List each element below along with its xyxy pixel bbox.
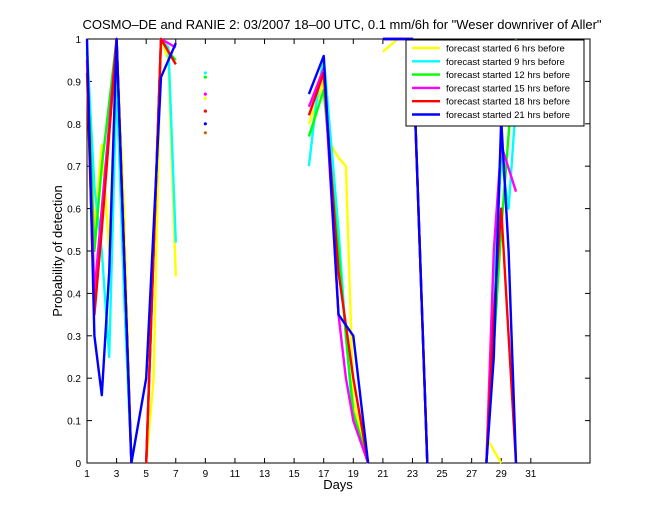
x-tick-label: 13	[259, 469, 271, 480]
series-line-4-segment-5	[485, 143, 518, 464]
legend-label: forecast started 9 hrs before	[446, 57, 565, 68]
y-tick-label: 0.9	[67, 77, 81, 88]
series-line-5-segment-3	[307, 71, 370, 464]
series-marker-6	[203, 122, 207, 126]
legend-label: forecast started 15 hrs before	[446, 83, 570, 94]
series-line-6-segment-2	[130, 42, 177, 464]
x-tick-label: 1	[84, 469, 90, 480]
series-line-2-segment-1	[85, 47, 133, 464]
series-line-4-segment-3	[307, 67, 370, 464]
x-tick-label: 15	[289, 469, 301, 480]
legend-label: forecast started 6 hrs before	[446, 44, 565, 55]
x-tick-label: 25	[436, 469, 448, 480]
legend-box	[405, 39, 585, 127]
series-lines	[85, 37, 518, 464]
x-tick-label: 9	[203, 469, 209, 480]
x-tick-label: 23	[407, 469, 419, 480]
x-tick-label: 19	[348, 469, 360, 480]
series-marker-3	[203, 75, 207, 79]
series-line-6-segment-1	[85, 37, 133, 464]
x-tick-label: 21	[377, 469, 389, 480]
series-line-6-segment-4	[382, 37, 429, 464]
x-axis-label: Days	[323, 477, 353, 492]
series-marker-5	[203, 109, 207, 113]
legend-label: forecast started 21 hrs before	[446, 110, 570, 121]
y-tick-label: 0.8	[67, 120, 81, 131]
x-tick-label: 7	[173, 469, 179, 480]
legend-label: forecast started 18 hrs before	[446, 97, 570, 108]
y-tick-label: 0.4	[67, 289, 81, 300]
x-tick-label: 5	[143, 469, 149, 480]
y-tick-label: 1	[75, 35, 81, 46]
legend: forecast started 6 hrs before forecast st…	[405, 39, 585, 127]
y-tick-label: 0.1	[67, 417, 81, 428]
x-tick-label: 3	[114, 469, 120, 480]
y-tick-label: 0.2	[67, 374, 81, 385]
series-line-6-segment-3	[307, 54, 370, 464]
x-tick-label: 29	[496, 469, 508, 480]
chart-title: COSMO–DE and RANIE 2: 03/2007 18–00 UTC,…	[82, 17, 601, 32]
extra-marker	[203, 131, 207, 135]
series-marker-4	[203, 92, 207, 96]
x-tick-label: 27	[466, 469, 478, 480]
legend-label: forecast started 12 hrs before	[446, 70, 570, 81]
y-axis-label: Probability of detection	[50, 185, 65, 317]
x-tick-label: 17	[318, 469, 330, 480]
x-tick-label: 11	[230, 469, 241, 480]
y-axis-ticks: 0 0.1 0.2 0.3 0.4 0.5 0.6 0.7 0.8 0.9 1	[67, 35, 590, 470]
x-axis-ticks: 1 3 5 7 9 11 13 15 17 19 21 23 25 27 29 31	[84, 39, 537, 480]
y-tick-label: 0	[75, 459, 81, 470]
series-marker-2	[203, 71, 207, 75]
y-tick-label: 0.5	[67, 247, 81, 258]
y-tick-label: 0.7	[67, 162, 81, 173]
x-tick-label: 31	[525, 469, 537, 480]
series-marker-1	[203, 96, 207, 100]
y-tick-label: 0.6	[67, 205, 81, 216]
series-markers	[203, 71, 207, 135]
y-tick-label: 0.3	[67, 332, 81, 343]
